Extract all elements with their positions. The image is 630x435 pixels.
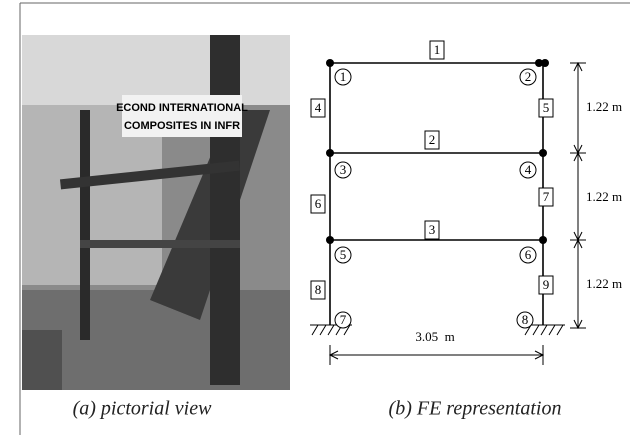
caption: (b) FE representation [389,398,562,420]
node-label: 8 [522,312,529,327]
figure: ECOND INTERNATIONAL COMPOSITES IN INFR 1… [0,0,630,435]
story-height: 1.22 m [586,276,622,291]
element-label: 4 [315,100,322,115]
banner-text: COMPOSITES IN INFR [124,120,240,132]
story-height: 1.22 m [586,189,622,204]
element-label: 3 [429,222,436,237]
span-label: 3.05 m [415,329,454,344]
element-label: 6 [315,196,322,211]
node-label: 7 [340,312,347,327]
story-height: 1.22 m [586,99,622,114]
element-label: 2 [429,132,436,147]
node-label: 2 [525,69,532,84]
caption: (a) pictorial view [73,398,213,420]
fe-labels: 1 2 3 4 5 6 7 8 1 2 3 4 5 6 7 8 9 [311,41,553,328]
node-label: 6 [525,247,532,262]
node-label: 5 [340,247,347,262]
element-label: 9 [543,277,550,292]
element-label: 1 [434,42,441,57]
photo: ECOND INTERNATIONAL COMPOSITES IN INFR [22,35,290,390]
element-label: 8 [315,282,322,297]
node-label: 4 [525,162,532,177]
element-label: 5 [543,100,550,115]
element-label: 7 [543,189,550,204]
node-label: 1 [340,69,347,84]
node-label: 3 [340,162,347,177]
banner-text: ECOND INTERNATIONAL [116,102,248,114]
